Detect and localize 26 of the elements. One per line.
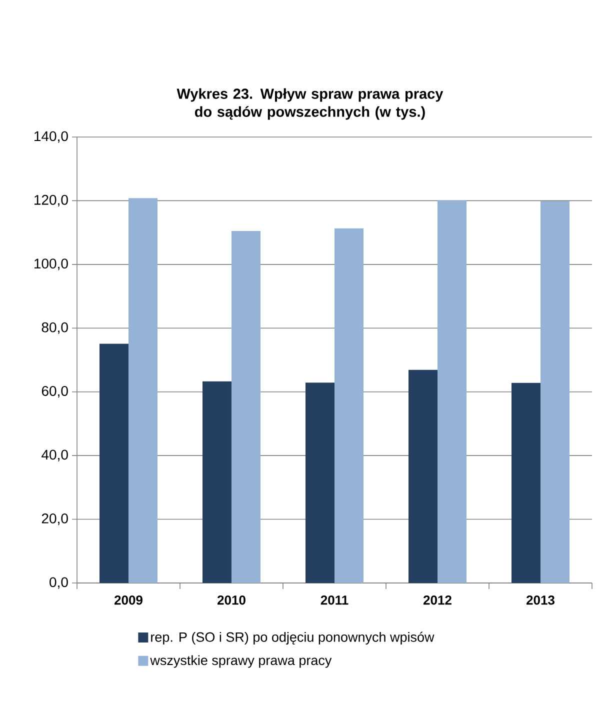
chart-title: Wykres 23. Wpływ spraw prawa pracy do sądów powszechnych (w tys.)	[176, 88, 444, 120]
y-tick-label: 100,0	[34, 258, 68, 270]
y-tick-label: 140,0	[34, 131, 68, 143]
bar	[540, 201, 570, 583]
bar	[306, 382, 334, 583]
y-tick-label: 40,0	[42, 450, 68, 462]
bar	[202, 381, 232, 583]
bar	[334, 228, 364, 583]
x-tick-label: 2012	[423, 596, 452, 605]
y-tick-label: 20,0	[42, 513, 68, 526]
y-tick-label: 0,0	[50, 577, 68, 589]
bar	[408, 370, 438, 583]
bar	[232, 230, 260, 583]
x-tick-label: 2013	[526, 596, 554, 605]
bar	[438, 200, 466, 583]
y-tick-label: 80,0	[42, 322, 68, 334]
bar	[128, 198, 158, 583]
x-tick-label: 2010	[217, 596, 246, 605]
y-tick-label: 60,0	[42, 386, 68, 398]
legend-label: wszystkie sprawy prawa pracy	[150, 655, 332, 668]
bar	[512, 382, 540, 583]
y-tick-label: 120,0	[34, 194, 68, 206]
x-tick-label: 2011	[320, 596, 348, 605]
bar	[100, 344, 128, 583]
legend-label: rep. P (SO i SR) po odjęciu ponownych wpisów	[151, 632, 434, 645]
x-tick-label: 2009	[114, 596, 142, 605]
